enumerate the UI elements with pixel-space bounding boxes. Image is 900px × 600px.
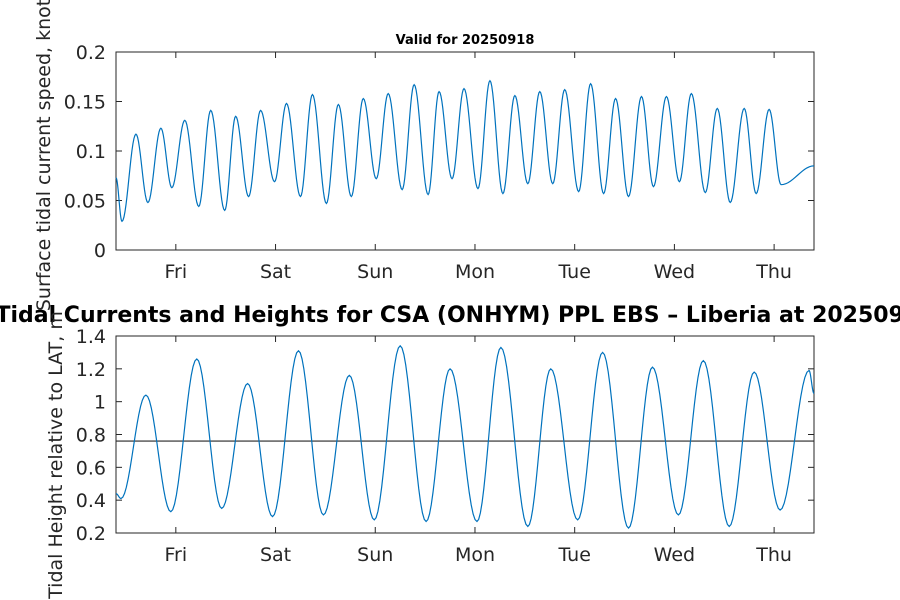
height-ytick-label: 0.2 bbox=[76, 523, 106, 545]
height-xtick-label: Mon bbox=[455, 544, 495, 566]
height-ytick-label: 0.4 bbox=[76, 490, 106, 512]
height-xtick-label: Fri bbox=[165, 544, 188, 566]
height-axes: 0.2 0.4 0.6 0.8 1 1.2 1.4 Fri Sat Sun Mon Tue Wed Thu bbox=[76, 326, 815, 566]
speed-ytick-label: 0.1 bbox=[76, 141, 106, 163]
speed-axes: 0 0.05 0.1 0.15 0.2 Fri Sat Sun Mon Tue Wed Thu bbox=[64, 42, 815, 283]
speed-xtick-label: Thu bbox=[755, 261, 792, 283]
height-ytick-label: 1 bbox=[94, 392, 106, 414]
speed-ytick-label: 0 bbox=[94, 240, 106, 262]
speed-ytick-label: 0.05 bbox=[64, 191, 106, 213]
speed-xtick-label: Wed bbox=[654, 261, 695, 283]
speed-ytick-label: 0.15 bbox=[64, 92, 106, 114]
height-plot-area bbox=[115, 335, 815, 534]
height-ytick-label: 0.6 bbox=[76, 457, 106, 479]
speed-xtick-label: Fri bbox=[165, 261, 188, 283]
height-ytick-label: 1.2 bbox=[76, 359, 106, 381]
speed-xtick-label: Sun bbox=[357, 261, 393, 283]
height-xtick-label: Thu bbox=[755, 544, 792, 566]
height-ylabel: Tidal Height relative to LAT, m bbox=[45, 311, 67, 600]
plot-title-main: Tidal Currents and Heights for CSA (ONHY… bbox=[0, 303, 900, 328]
height-xtick-label: Sun bbox=[357, 544, 393, 566]
speed-series-line bbox=[115, 79, 815, 223]
height-xtick-label: Tue bbox=[557, 544, 590, 566]
height-ytick-label: 1.4 bbox=[76, 326, 106, 348]
height-xtick-label: Sat bbox=[260, 544, 291, 566]
speed-xtick-label: Sat bbox=[260, 261, 291, 283]
speed-xtick-label: Tue bbox=[557, 261, 590, 283]
speed-plot-area bbox=[115, 51, 815, 251]
speed-xtick-label: Mon bbox=[455, 261, 495, 283]
height-series-line bbox=[115, 344, 815, 530]
speed-ylabel: Surface tidal current speed, knots bbox=[33, 0, 55, 311]
height-xtick-label: Wed bbox=[654, 544, 695, 566]
plot-title-valid: Valid for 20250918 bbox=[396, 33, 535, 48]
height-ytick-label: 0.8 bbox=[76, 425, 106, 447]
speed-ytick-label: 0.2 bbox=[76, 42, 106, 64]
